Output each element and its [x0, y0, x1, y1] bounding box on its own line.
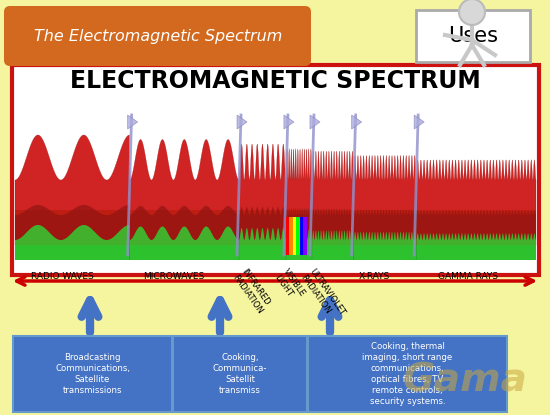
Polygon shape: [130, 206, 239, 245]
Polygon shape: [354, 210, 416, 245]
FancyBboxPatch shape: [12, 65, 539, 275]
Text: GAMMA RAYS: GAMMA RAYS: [438, 272, 498, 281]
Text: Broadcasting
Communications,
Satellite
transmissions: Broadcasting Communications, Satellite t…: [55, 353, 130, 395]
Bar: [293, 217, 296, 255]
Text: Gama: Gama: [403, 361, 527, 399]
Polygon shape: [416, 160, 536, 245]
Polygon shape: [239, 228, 286, 260]
Text: INFRARED
RADIATION: INFRARED RADIATION: [231, 267, 273, 316]
Bar: [15, 210, 536, 260]
Text: ULTRAVIOLET
RADIATION: ULTRAVIOLET RADIATION: [299, 267, 346, 323]
FancyBboxPatch shape: [308, 336, 507, 412]
Text: Cooking, thermal
imaging, short range
communications,
optical fibres, TV
remote : Cooking, thermal imaging, short range co…: [362, 342, 453, 406]
Polygon shape: [284, 115, 294, 129]
Polygon shape: [312, 151, 354, 245]
Polygon shape: [239, 207, 286, 245]
FancyBboxPatch shape: [416, 10, 530, 62]
FancyBboxPatch shape: [4, 6, 311, 66]
Polygon shape: [128, 115, 138, 129]
Polygon shape: [15, 225, 129, 260]
Text: VISIBLE
LIGHT: VISIBLE LIGHT: [273, 267, 307, 304]
Polygon shape: [312, 230, 354, 260]
Text: X-RAYS: X-RAYS: [359, 272, 390, 281]
Bar: [15, 242, 536, 260]
Polygon shape: [239, 144, 286, 245]
Polygon shape: [286, 208, 312, 245]
Circle shape: [459, 0, 485, 25]
Bar: [300, 217, 304, 255]
Polygon shape: [416, 233, 536, 260]
Polygon shape: [354, 232, 416, 260]
Polygon shape: [310, 115, 320, 129]
Polygon shape: [351, 115, 362, 129]
FancyBboxPatch shape: [173, 336, 307, 412]
Polygon shape: [354, 155, 416, 245]
Polygon shape: [130, 139, 239, 245]
Text: Uses: Uses: [448, 26, 498, 46]
Text: Cooking,
Communica-
Satellit
transmiss: Cooking, Communica- Satellit transmiss: [213, 353, 267, 395]
Polygon shape: [15, 205, 129, 245]
Polygon shape: [414, 115, 424, 129]
Polygon shape: [312, 208, 354, 245]
Text: ELECTROMAGNETIC SPECTRUM: ELECTROMAGNETIC SPECTRUM: [70, 69, 480, 93]
Bar: [304, 217, 307, 255]
Bar: [296, 217, 300, 255]
Text: The Electromagnetic Spectrum: The Electromagnetic Spectrum: [34, 29, 282, 44]
Polygon shape: [286, 149, 312, 245]
Polygon shape: [237, 115, 247, 129]
FancyBboxPatch shape: [13, 336, 172, 412]
Polygon shape: [416, 210, 536, 245]
Polygon shape: [130, 227, 239, 260]
Text: MICROWAVES: MICROWAVES: [144, 272, 205, 281]
Bar: [286, 217, 289, 255]
Bar: [289, 217, 293, 255]
Text: RADIO WAVES: RADIO WAVES: [30, 272, 94, 281]
Polygon shape: [15, 135, 129, 245]
Polygon shape: [286, 229, 312, 260]
